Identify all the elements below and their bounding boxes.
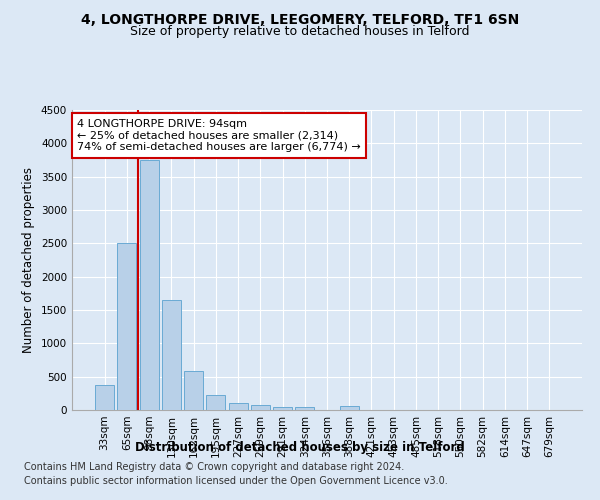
Text: Contains HM Land Registry data © Crown copyright and database right 2024.: Contains HM Land Registry data © Crown c… [24,462,404,472]
Text: Contains public sector information licensed under the Open Government Licence v3: Contains public sector information licen… [24,476,448,486]
Bar [140,160,158,410]
Bar [206,394,225,410]
Text: Size of property relative to detached houses in Telford: Size of property relative to detached ho… [130,25,470,38]
Bar [229,402,248,410]
Text: Distribution of detached houses by size in Telford: Distribution of detached houses by size … [135,441,465,454]
Bar [162,300,181,410]
Bar [273,406,292,410]
Text: 4 LONGTHORPE DRIVE: 94sqm
← 25% of detached houses are smaller (2,314)
74% of se: 4 LONGTHORPE DRIVE: 94sqm ← 25% of detac… [77,119,361,152]
Bar [184,370,203,410]
Bar [340,406,359,410]
Bar [118,244,136,410]
Bar [95,386,114,410]
Y-axis label: Number of detached properties: Number of detached properties [22,167,35,353]
Text: 4, LONGTHORPE DRIVE, LEEGOMERY, TELFORD, TF1 6SN: 4, LONGTHORPE DRIVE, LEEGOMERY, TELFORD,… [81,12,519,26]
Bar [251,406,270,410]
Bar [295,408,314,410]
